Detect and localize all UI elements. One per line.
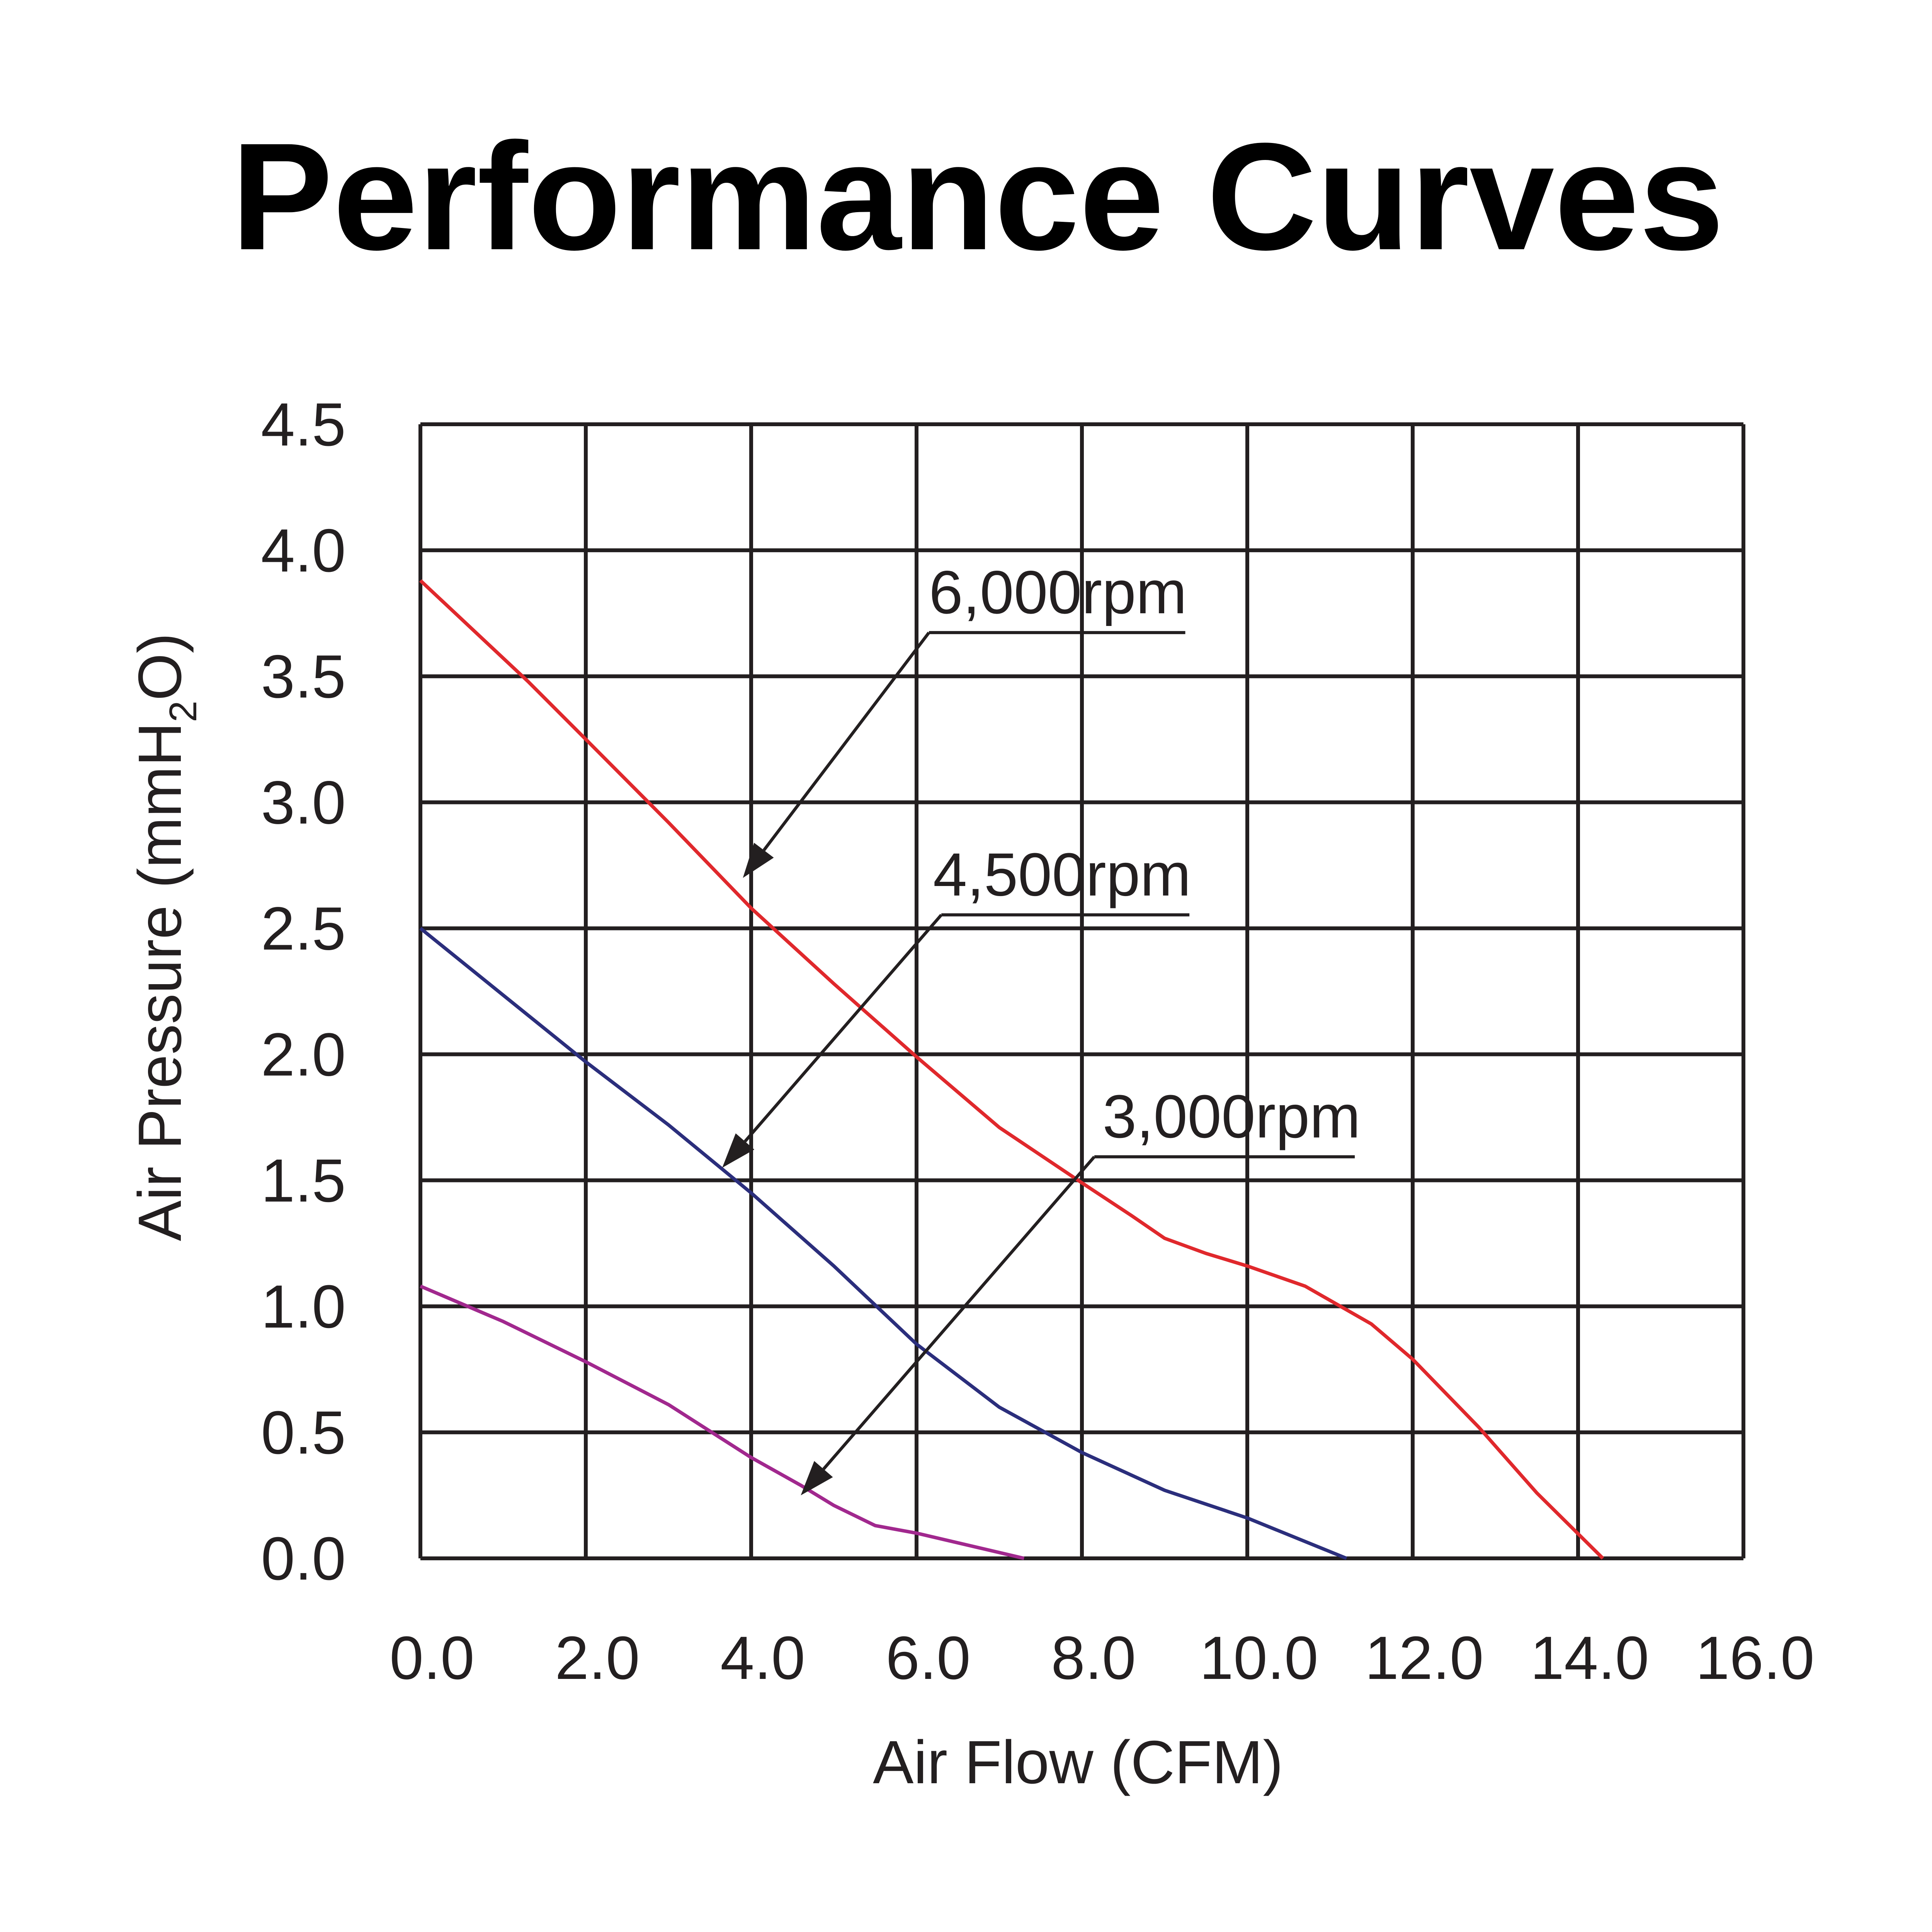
y-tick-label: 4.0 xyxy=(261,517,346,585)
y-axis-label-prefix: Air Pressure (mmH xyxy=(126,722,194,1241)
y-tick-label: 0.0 xyxy=(261,1525,346,1593)
y-tick-label: 4.5 xyxy=(261,391,346,459)
y-tick-label: 0.5 xyxy=(261,1399,346,1467)
x-tick-labels: 0.0 2.0 4.0 6.0 8.0 10.0 12.0 14.0 16.0 xyxy=(389,1624,1815,1692)
grid-lines xyxy=(418,422,1745,1560)
y-axis-label-suffix: O) xyxy=(126,633,194,701)
y-tick-label: 1.0 xyxy=(261,1273,346,1341)
y-tick-label: 3.0 xyxy=(261,769,346,837)
x-tick-label: 10.0 xyxy=(1199,1624,1318,1692)
series-line xyxy=(419,927,1347,1560)
x-tick-label: 12.0 xyxy=(1365,1624,1484,1692)
y-axis-label-subscript: 2 xyxy=(162,701,205,722)
annotation-leader xyxy=(822,1156,1096,1470)
annotation-arrowhead xyxy=(743,843,774,878)
series-line xyxy=(419,579,1604,1560)
y-tick-label: 2.0 xyxy=(261,1021,346,1089)
y-tick-label: 3.5 xyxy=(261,643,346,711)
annotation-leader xyxy=(762,631,930,851)
annotation-label: 4,500rpm xyxy=(933,841,1191,909)
x-axis-label: Air Flow (CFM) xyxy=(873,1728,1283,1796)
chart-title: Performance Curves xyxy=(231,111,1724,282)
y-tick-labels: 0.0 0.5 1.0 1.5 2.0 2.5 3.0 3.5 4.0 4.5 xyxy=(261,391,346,1593)
annotation-label: 3,000rpm xyxy=(1103,1083,1361,1151)
y-tick-label: 1.5 xyxy=(261,1147,346,1215)
y-tick-label: 2.5 xyxy=(261,895,346,963)
y-axis-label: Air Pressure (mmH2O) xyxy=(126,633,205,1241)
x-tick-label: 16.0 xyxy=(1696,1624,1815,1692)
x-tick-label: 8.0 xyxy=(1051,1624,1136,1692)
x-tick-label: 14.0 xyxy=(1530,1624,1649,1692)
annotation-label: 6,000rpm xyxy=(929,558,1187,626)
annotation-arrowhead xyxy=(722,1133,755,1168)
series-line xyxy=(420,1284,1025,1560)
x-tick-label: 6.0 xyxy=(886,1624,971,1692)
annotation-arrowhead xyxy=(801,1461,833,1495)
annotations: 6,000rpm 4,500rpm 3,000rpm xyxy=(722,558,1361,1495)
x-tick-label: 4.0 xyxy=(720,1624,805,1692)
annotation-leader xyxy=(744,914,943,1143)
x-tick-label: 2.0 xyxy=(555,1624,640,1692)
series-lines xyxy=(419,579,1604,1560)
x-tick-label: 0.0 xyxy=(389,1624,474,1692)
